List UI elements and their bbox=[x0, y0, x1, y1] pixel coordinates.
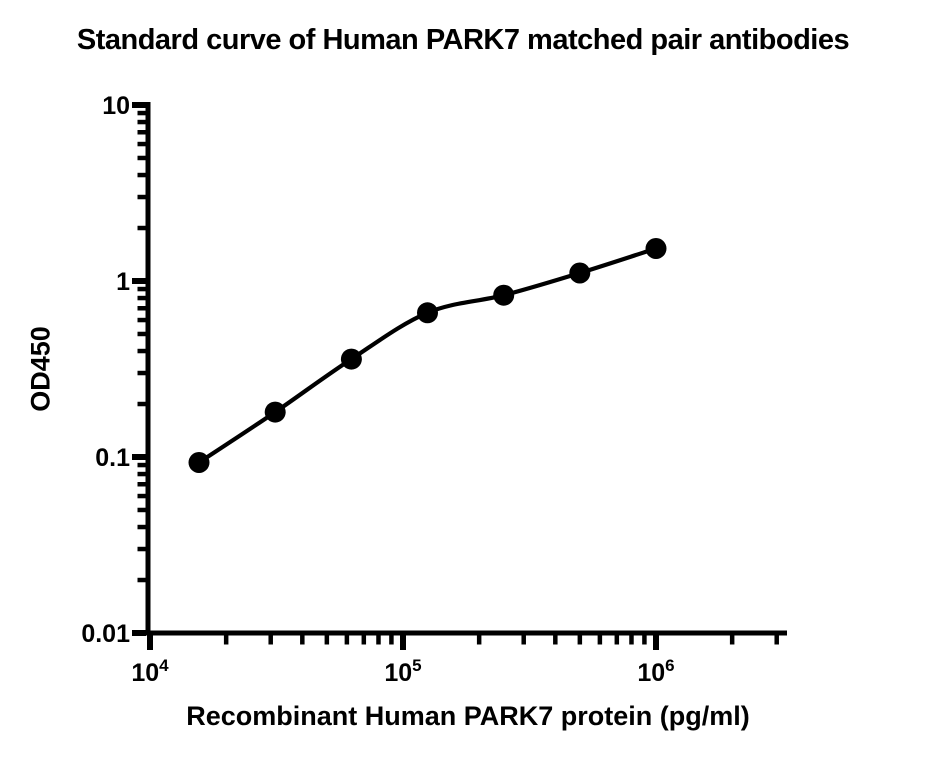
y-major-ticks: 10 1 0.1 0.01 bbox=[81, 92, 146, 648]
x-tick-label: 104 bbox=[131, 656, 169, 687]
chart-title: Standard curve of Human PARK7 matched pa… bbox=[76, 24, 850, 56]
y-minor-ticks bbox=[137, 110, 146, 583]
x-minor-ticks bbox=[223, 635, 779, 645]
standard-curve-line bbox=[197, 246, 657, 465]
data-points bbox=[188, 238, 667, 473]
data-point bbox=[645, 238, 667, 259]
data-point bbox=[493, 284, 515, 306]
data-point bbox=[340, 348, 362, 370]
x-tick-label: 106 bbox=[637, 656, 674, 687]
data-point bbox=[264, 401, 286, 423]
x-major-ticks: 104 105 106 bbox=[131, 635, 675, 687]
data-point bbox=[188, 452, 210, 473]
data-point bbox=[569, 262, 591, 284]
data-point bbox=[417, 302, 438, 324]
y-tick-label: 1 bbox=[116, 268, 130, 296]
x-tick-label: 105 bbox=[384, 656, 421, 687]
y-tick-label: 0.01 bbox=[81, 620, 130, 648]
x-axis-title: Recombinant Human PARK7 protein (pg/ml) bbox=[186, 701, 750, 731]
y-tick-label: 0.1 bbox=[95, 444, 130, 472]
y-tick-label: 10 bbox=[102, 92, 130, 120]
